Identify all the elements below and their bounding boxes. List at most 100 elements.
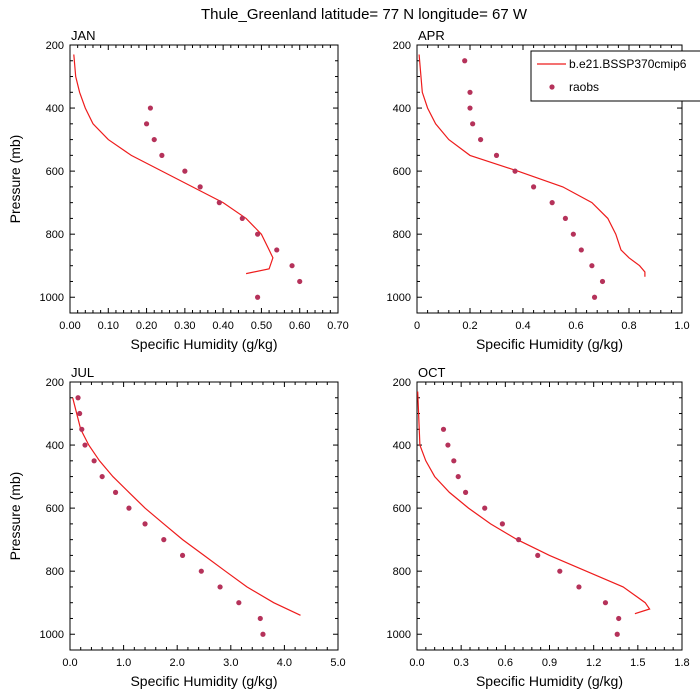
x-tick-label: 1.0 — [116, 657, 131, 669]
obs-point — [239, 215, 245, 222]
y-tick-label: 600 — [46, 503, 64, 515]
x-axis-title: Specific Humidity (g/kg) — [130, 336, 277, 352]
obs-point — [515, 537, 522, 543]
obs-point — [91, 458, 97, 464]
plot-frame — [69, 381, 339, 651]
y-tick-label: 800 — [46, 229, 64, 241]
panel-jul: JUL 0.0 1.0 2.0 3.0 4.0 5.0 200 400 600 800 1000 Spe… — [7, 365, 346, 689]
y-tick-label: 200 — [46, 40, 64, 52]
obs-point — [297, 278, 303, 285]
obs-point — [75, 395, 81, 401]
x-axis-title: Specific Humidity (g/kg) — [130, 673, 277, 689]
model-line — [418, 54, 646, 277]
y-tick-label: 1000 — [387, 292, 411, 304]
obs-point — [440, 426, 447, 432]
x-tick-label: 0.40 — [212, 320, 233, 332]
obs-point — [451, 458, 457, 464]
obs-point — [217, 584, 223, 590]
obs-point — [462, 58, 468, 64]
x-tick-label: 0.60 — [289, 320, 310, 332]
obs-point — [578, 247, 584, 253]
plot-frame — [416, 44, 683, 314]
panel-oct: OCT 0.0 0.3 0.6 0.9 1.2 1.5 1.8 200 400 600 800 1000… — [387, 365, 690, 689]
y-axis-title: Pressure (mb) — [7, 135, 23, 224]
x-tick-label: 1.8 — [674, 657, 689, 669]
panel-apr: APR 0 0.2 0.4 0.6 0.8 1.0 200 400 600 800 1000 Speci… — [387, 28, 690, 352]
obs-point — [99, 473, 105, 480]
obs-point — [260, 631, 266, 637]
y-tick-label: 400 — [393, 103, 411, 115]
panel-label: JUL — [71, 365, 94, 380]
obs-point — [179, 552, 186, 559]
x-tick-label: 2.0 — [170, 657, 185, 669]
x-tick-label: 0.0 — [409, 657, 424, 669]
x-tick-label: 0.00 — [59, 320, 80, 332]
x-tick-label: 0 — [414, 320, 420, 332]
x-tick-label: 0.2 — [462, 320, 477, 332]
x-tick-label: 4.0 — [277, 657, 292, 669]
obs-point — [257, 615, 263, 622]
y-tick-label: 600 — [393, 166, 411, 178]
x-tick-label: 5.0 — [330, 657, 345, 669]
obs-point — [182, 168, 188, 174]
obs-point — [455, 473, 461, 480]
obs-point — [591, 294, 598, 300]
obs-point — [236, 600, 242, 606]
y-tick-label: 600 — [393, 503, 411, 515]
obs-point — [445, 442, 451, 448]
panel-label: OCT — [418, 365, 446, 380]
obs-point — [255, 231, 261, 237]
obs-point — [616, 615, 622, 622]
panel-label: APR — [418, 28, 445, 43]
y-tick-label: 1000 — [40, 629, 64, 641]
y-tick-label: 200 — [393, 377, 411, 389]
legend-obs-label: raobs — [569, 80, 599, 94]
obs-point — [499, 521, 505, 527]
obs-point — [549, 200, 555, 206]
y-tick-label: 400 — [46, 440, 64, 452]
y-tick-label: 800 — [393, 229, 411, 241]
obs-point — [482, 505, 488, 511]
obs-point — [159, 152, 165, 158]
x-tick-label: 0.0 — [62, 657, 77, 669]
x-tick-label: 0.50 — [251, 320, 272, 332]
obs-point — [216, 200, 222, 206]
y-tick-label: 200 — [46, 377, 64, 389]
obs-point — [142, 521, 148, 527]
x-tick-label: 0.8 — [621, 320, 636, 332]
obs-point — [570, 231, 576, 237]
obs-point — [478, 136, 484, 143]
obs-point — [535, 552, 541, 559]
obs-point — [255, 294, 261, 300]
legend-model-label: b.e21.BSSP370cmip6 — [569, 57, 687, 71]
x-tick-label: 0.30 — [174, 320, 195, 332]
y-tick-label: 400 — [393, 440, 411, 452]
obs-point — [602, 600, 609, 606]
model-line — [73, 54, 274, 275]
obs-point — [470, 121, 476, 127]
model-line — [417, 391, 651, 615]
obs-point — [161, 537, 167, 543]
x-tick-label: 3.0 — [223, 657, 238, 669]
obs-point — [467, 89, 473, 95]
x-tick-label: 1.5 — [630, 657, 645, 669]
obs-point — [614, 631, 620, 637]
obs-point — [77, 410, 83, 417]
y-tick-label: 800 — [46, 566, 64, 578]
x-tick-label: 1.2 — [586, 657, 601, 669]
obs-point — [493, 152, 500, 158]
obs-point — [599, 278, 606, 285]
obs-point — [289, 263, 295, 269]
legend-obs-marker — [549, 84, 555, 90]
x-tick-label: 0.9 — [542, 657, 557, 669]
model-line — [72, 397, 301, 616]
obs-point — [274, 247, 280, 253]
panel-label: JAN — [71, 28, 96, 43]
x-tick-label: 0.70 — [327, 320, 348, 332]
plot-frame — [416, 381, 683, 651]
obs-point — [79, 426, 85, 432]
y-axis-title: Pressure (mb) — [7, 472, 23, 561]
x-axis-title: Specific Humidity (g/kg) — [476, 673, 623, 689]
x-tick-label: 0.4 — [515, 320, 530, 332]
